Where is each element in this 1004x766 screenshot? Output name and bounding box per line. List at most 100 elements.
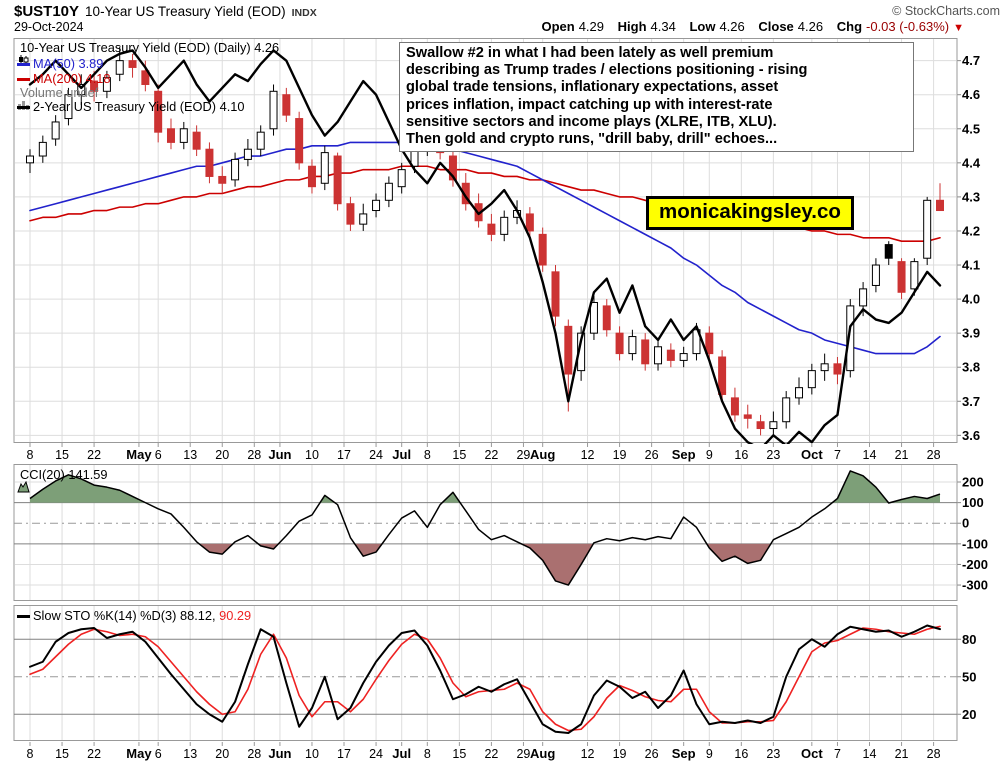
x-tick-label: 15 <box>55 747 69 761</box>
annotation-line: describing as Trump trades / elections p… <box>406 62 808 79</box>
chart-header: $UST10Y 10-Year US Treasury Yield (EOD) IN… <box>14 3 317 21</box>
y-axis-label: 50 <box>962 669 976 684</box>
x-tick-label: 7 <box>834 448 841 462</box>
y-axis-label: 4.4 <box>962 155 981 170</box>
down-arrow-icon: ▼ <box>953 22 964 34</box>
x-tick-label: 14 <box>863 448 877 462</box>
x-tick-label: Jul <box>392 447 411 462</box>
open-value: 4.29 <box>578 19 604 34</box>
y-axis-label: 4.3 <box>962 189 980 204</box>
y-axis-label: 0 <box>962 516 969 531</box>
x-tick-label: Jun <box>268 746 291 761</box>
x-tick-label: May <box>126 447 152 462</box>
y-axis-label: 4.6 <box>962 87 980 102</box>
y-axis-label: -100 <box>962 536 988 551</box>
x-tick-label: Sep <box>672 447 696 462</box>
legend-volume: Volume undef <box>17 86 98 110</box>
legend-ma200: MA(200) 4.18 <box>17 72 111 86</box>
legend-sto: Slow STO %K(14) %D(3) 88.12, 90.29 <box>17 609 251 623</box>
close-label: Close <box>758 19 794 34</box>
x-tick-label: 9 <box>706 448 713 462</box>
x-tick-label: 24 <box>369 448 383 462</box>
x-tick-label: 15 <box>452 448 466 462</box>
x-tick-label: 23 <box>766 448 780 462</box>
x-tick-label: May <box>126 746 152 761</box>
copyright: © StockCharts.com <box>892 4 1000 18</box>
x-tick-label: 8 <box>27 747 34 761</box>
x-tick-label: 9 <box>706 747 713 761</box>
x-tick-label: 13 <box>183 747 197 761</box>
watermark-badge: monicakingsley.co <box>646 196 854 230</box>
x-axis-strip-bottom: 8 15 22 May 6 13 20 28 Jun 10 17 24 Jul 8 15 22 29 Aug 12 1… <box>27 742 941 761</box>
x-tick-label: 22 <box>87 448 101 462</box>
low-value: 4.26 <box>719 19 745 34</box>
y-axis-label: 4.7 <box>962 53 980 68</box>
cci-panel: 200 100 0 -100 -200 -300 <box>13 464 988 601</box>
exchange-label: INDX <box>291 7 317 19</box>
y-axis-label: -300 <box>962 578 988 593</box>
ohlc-quote: Open 4.29 High 4.34 Low 4.26 Close 4.26 Chg -… <box>541 19 964 34</box>
y-axis-label: -200 <box>962 557 988 572</box>
x-tick-label: Aug <box>530 447 555 462</box>
symbol: $UST10Y <box>14 3 80 20</box>
date-label: 29-Oct-2024 <box>14 20 84 34</box>
x-tick-label: 6 <box>155 747 162 761</box>
annotation-line: sensitive sectors and income plays (XLRE… <box>406 113 777 130</box>
x-tick-label: 20 <box>215 747 229 761</box>
x-tick-label: 17 <box>337 448 351 462</box>
close-value: 4.26 <box>797 19 824 34</box>
x-tick-label: Oct <box>801 447 823 462</box>
x-tick-label: 12 <box>581 448 595 462</box>
legend-ma50: MA(50) 3.89 <box>17 57 103 71</box>
x-tick-label: 29 <box>516 747 530 761</box>
x-tick-label: 19 <box>613 747 627 761</box>
ma50-swatch <box>17 63 30 67</box>
y-axis-label: 3.8 <box>962 360 980 375</box>
x-tick-label: 26 <box>645 448 659 462</box>
x-tick-label: 23 <box>766 747 780 761</box>
x-tick-label: 8 <box>424 448 431 462</box>
low-label: Low <box>689 19 716 34</box>
annotation-line: Then gold and crypto runs, "drill baby, … <box>406 131 778 148</box>
y-axis-label: 4.5 <box>962 121 980 136</box>
legend-2year: 2-Year US Treasury Yield (EOD) 4.10 <box>17 100 244 114</box>
x-tick-label: 28 <box>247 747 261 761</box>
x-tick-label: 16 <box>734 448 748 462</box>
2year-swatch <box>17 106 30 110</box>
y-axis-label: 3.9 <box>962 326 980 341</box>
y-axis-label: 4.1 <box>962 258 980 273</box>
annotation-line: prices inflation, impact catching up wit… <box>406 96 773 113</box>
y-axis-label: 4.2 <box>962 223 980 238</box>
sto-swatch <box>17 615 30 619</box>
high-value: 4.34 <box>650 19 676 34</box>
annotation-line: global trade tensions, inflationary expe… <box>406 79 779 96</box>
x-tick-label: 22 <box>484 448 498 462</box>
ma200-swatch <box>17 78 30 82</box>
main-price-panel: 4.7 4.6 4.5 4.4 4.3 4.2 4.1 4.0 3.9 3.8 3.7 3.6 <box>13 38 981 444</box>
x-tick-label: 16 <box>734 747 748 761</box>
x-tick-label: 15 <box>55 448 69 462</box>
x-tick-label: 28 <box>927 448 941 462</box>
x-axis-strip-top: 8 15 22 May 6 13 20 28 Jun 10 17 24 Jul 8 15 22 29 Aug 12 1… <box>27 443 941 462</box>
legend-cci: CCI(20) 141.59 <box>17 468 108 493</box>
y-axis-label: 3.7 <box>962 394 980 409</box>
x-tick-label: 21 <box>895 747 909 761</box>
page-title: 10-Year US Treasury Yield (EOD) <box>85 4 286 19</box>
x-tick-label: 29 <box>516 448 530 462</box>
y-axis-label: 80 <box>962 632 976 647</box>
x-tick-label: Aug <box>530 746 555 761</box>
y-axis-label: 20 <box>962 707 976 722</box>
x-tick-label: 14 <box>863 747 877 761</box>
x-tick-label: 22 <box>484 747 498 761</box>
x-tick-label: 15 <box>452 747 466 761</box>
y-axis-label: 3.6 <box>962 428 980 443</box>
x-tick-label: Oct <box>801 746 823 761</box>
x-tick-label: Jun <box>268 447 291 462</box>
x-tick-label: 26 <box>645 747 659 761</box>
x-tick-label: 6 <box>155 448 162 462</box>
x-tick-label: 7 <box>834 747 841 761</box>
x-tick-label: 10 <box>305 747 319 761</box>
x-tick-label: 8 <box>27 448 34 462</box>
x-tick-label: 28 <box>927 747 941 761</box>
